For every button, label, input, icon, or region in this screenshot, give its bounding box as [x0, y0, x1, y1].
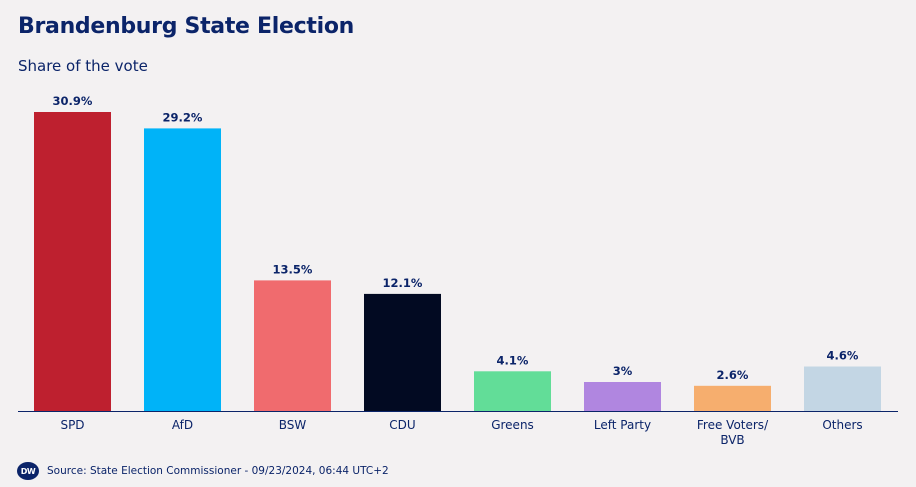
x-tick-label: Left Party [594, 418, 651, 432]
data-label: 3% [613, 364, 633, 378]
x-tick-label: BSW [279, 418, 307, 432]
dw-logo: DW [17, 462, 39, 480]
data-label: 4.6% [827, 349, 859, 363]
bar [254, 280, 331, 411]
x-tick-label: SPD [60, 418, 84, 432]
footer: DW Source: State Election Commissioner -… [17, 462, 389, 480]
x-tick-label: Greens [491, 418, 534, 432]
x-tick-label: BVB [720, 433, 744, 447]
source-note: Source: State Election Commissioner - 09… [47, 465, 389, 477]
x-tick-label: Others [822, 418, 862, 432]
x-tick-label: Free Voters/ [697, 418, 769, 432]
bar [364, 293, 441, 411]
bar [804, 366, 881, 411]
x-tick-label: AfD [172, 418, 193, 432]
data-label: 4.1% [497, 353, 529, 367]
data-label: 29.2% [163, 110, 203, 124]
data-label: 12.1% [383, 276, 423, 290]
data-label: 13.5% [273, 262, 313, 276]
bar [694, 385, 771, 411]
bar [584, 382, 661, 411]
chart-title: Brandenburg State Election [18, 14, 354, 39]
chart-subtitle: Share of the vote [18, 57, 148, 75]
data-label: 2.6% [717, 368, 749, 382]
x-tick-label: CDU [389, 418, 415, 432]
bar [144, 128, 221, 411]
bar [34, 112, 111, 411]
data-label: 30.9% [53, 94, 93, 108]
bar [474, 371, 551, 411]
